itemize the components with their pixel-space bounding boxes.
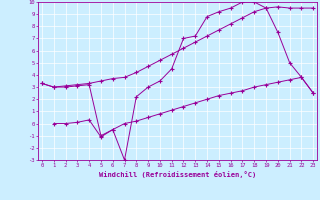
X-axis label: Windchill (Refroidissement éolien,°C): Windchill (Refroidissement éolien,°C) — [99, 171, 256, 178]
